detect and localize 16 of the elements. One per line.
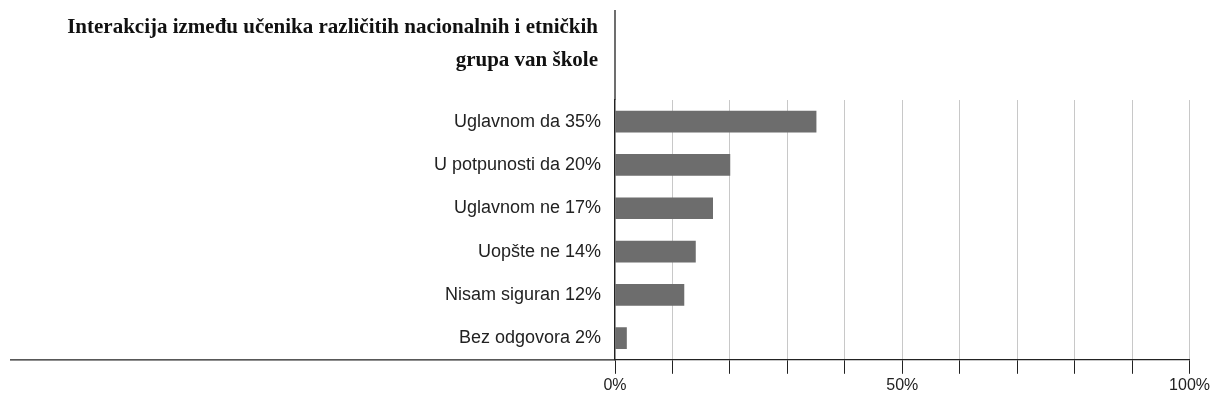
- y-tick-label: Uopšte ne 14%: [477, 240, 601, 261]
- bar: [615, 327, 627, 349]
- x-tick-label: 0%: [603, 375, 627, 393]
- y-tick-label: Uglavnom da 35%: [453, 110, 601, 131]
- bar: [615, 197, 713, 220]
- bar: [615, 284, 685, 306]
- y-tick-label: U potpunosti da 20%: [433, 153, 601, 174]
- y-tick-label: Uglavnom ne 17%: [453, 197, 601, 218]
- bar: [615, 154, 731, 176]
- text: Interakcija između učenika različitih nacionalnih i etničkih grupa van škole: [66, 13, 598, 73]
- x-tick-label: 100%: [1169, 375, 1210, 393]
- bar: [615, 240, 696, 263]
- y-tick-label: Nisam siguran 12%: [444, 283, 601, 304]
- x-tick-label: 50%: [886, 375, 919, 393]
- bar: [615, 110, 817, 133]
- y-tick-label: Bez odgovora 2%: [458, 327, 601, 348]
